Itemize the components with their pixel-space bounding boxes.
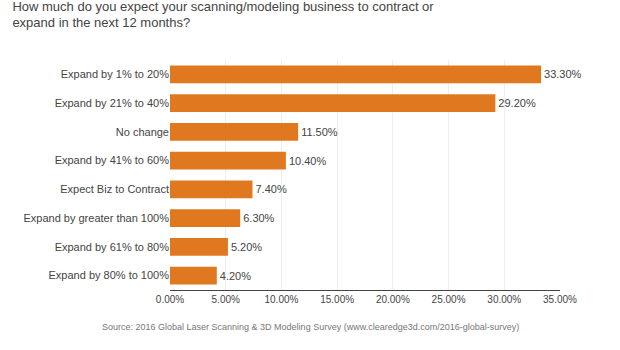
- svg-text:15.00%: 15.00%: [320, 294, 354, 305]
- svg-text:Expand by 41% to 60%: Expand by 41% to 60%: [55, 154, 170, 166]
- svg-text:How much do you expect your sc: How much do you expect your scanning/mod…: [12, 0, 434, 30]
- svg-text:33.30%: 33.30%: [544, 68, 582, 80]
- svg-text:4.20%: 4.20%: [220, 270, 251, 282]
- svg-text:25.00%: 25.00%: [432, 294, 466, 305]
- svg-text:20.00%: 20.00%: [376, 294, 410, 305]
- svg-text:30.00%: 30.00%: [487, 294, 521, 305]
- svg-text:Expect Biz to Contract: Expect Biz to Contract: [60, 183, 169, 195]
- svg-text:7.40%: 7.40%: [255, 183, 286, 195]
- svg-text:Expand by greater than 100%: Expand by greater than 100%: [23, 212, 169, 224]
- svg-text:Expand by 80% to 100%: Expand by 80% to 100%: [49, 269, 170, 281]
- svg-text:Expand by 1% to 20%: Expand by 1% to 20%: [61, 68, 169, 80]
- svg-text:Expand by 61% to 80%: Expand by 61% to 80%: [55, 241, 170, 253]
- svg-text:5.20%: 5.20%: [231, 241, 262, 253]
- svg-text:No change: No change: [116, 126, 169, 138]
- svg-text:Source: 2016 Global Laser Scan: Source: 2016 Global Laser Scanning & 3D …: [102, 322, 519, 332]
- svg-text:29.20%: 29.20%: [498, 97, 536, 109]
- svg-text:Expand by 21% to 40%: Expand by 21% to 40%: [55, 97, 170, 109]
- svg-text:35.00%: 35.00%: [543, 294, 577, 305]
- svg-text:6.30%: 6.30%: [243, 212, 274, 224]
- svg-text:5.00%: 5.00%: [212, 294, 240, 305]
- svg-text:10.40%: 10.40%: [289, 155, 327, 167]
- svg-text:11.50%: 11.50%: [301, 126, 338, 138]
- svg-text:0.00%: 0.00%: [156, 294, 184, 305]
- svg-text:10.00%: 10.00%: [264, 294, 298, 305]
